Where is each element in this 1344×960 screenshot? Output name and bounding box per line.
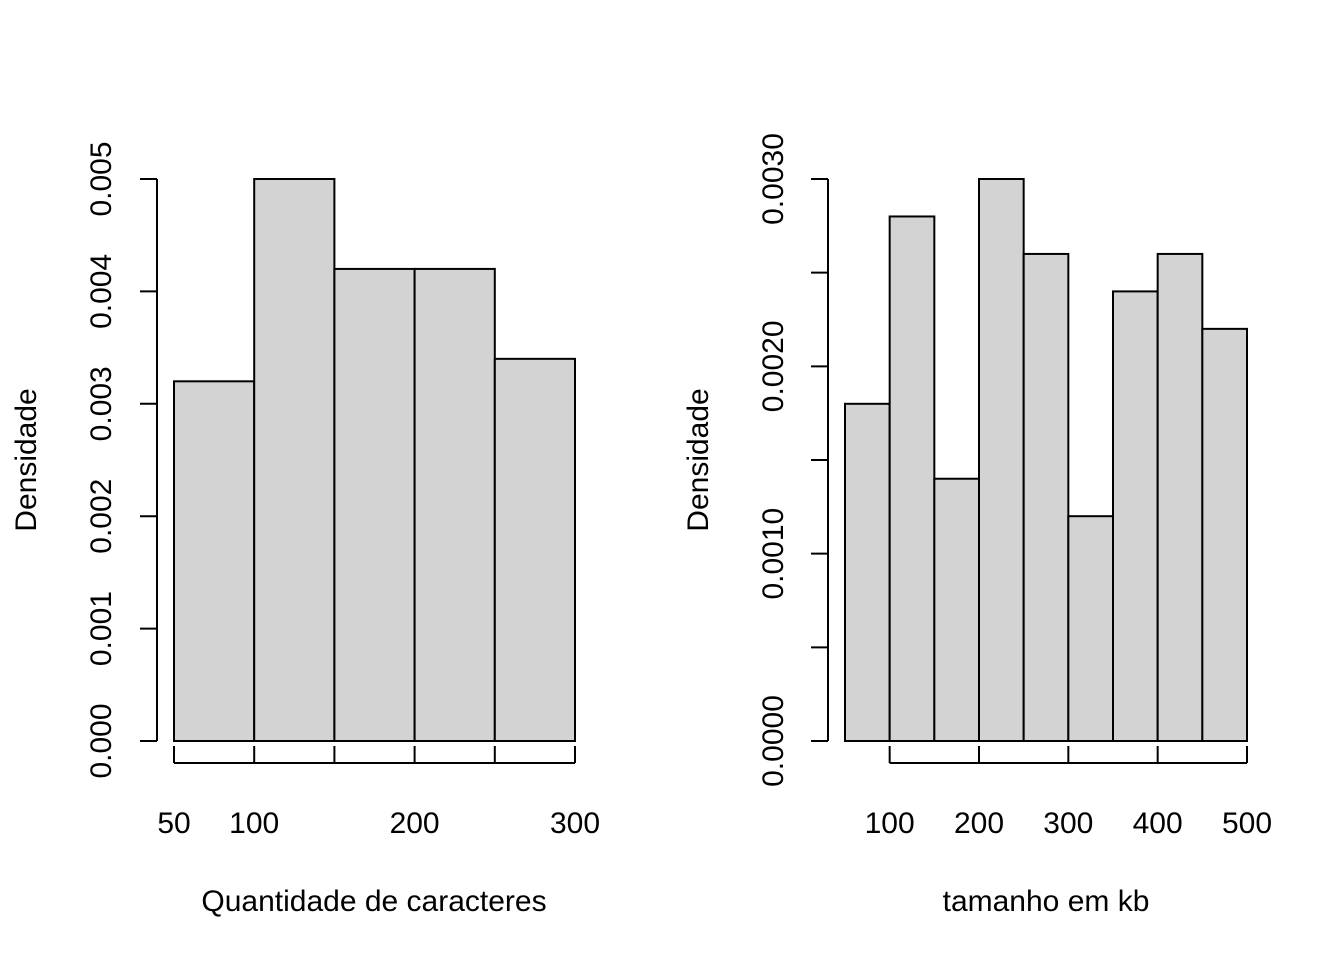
- y-tick-label: 0.001: [85, 591, 118, 666]
- histogram-bar: [978, 178, 1025, 742]
- histogram-bar: [493, 357, 576, 742]
- histogram-bar: [1067, 515, 1115, 743]
- histogram-panel-size-kb: Densidade tamanho em kb 100 200 300 400 500 0…: [682, 133, 1272, 918]
- histogram-panel-characters: Densidade Quantidade de caracteres 50 100…: [10, 141, 600, 918]
- histogram-bar: [1022, 252, 1070, 743]
- y-tick-label: 0.005: [85, 141, 118, 216]
- histogram-bar: [933, 477, 980, 742]
- histogram-bar: [1156, 252, 1204, 743]
- x-tick-label: 100: [865, 807, 915, 840]
- histogram-bar: [888, 215, 936, 742]
- y-tick-label: 0.0000: [757, 695, 790, 787]
- histogram-bar: [413, 267, 496, 742]
- y-tick-label: 0.003: [85, 366, 118, 441]
- x-tick-label: 100: [229, 807, 279, 840]
- histogram-bar: [844, 402, 891, 742]
- histogram-bar: [1201, 327, 1249, 742]
- x-tick-label: 300: [550, 807, 600, 840]
- y-tick-label: 0.000: [85, 703, 118, 778]
- y-tick-label: 0.0010: [757, 508, 790, 600]
- y-tick-label: 0.004: [85, 254, 118, 329]
- y-axis-label: Densidade: [682, 388, 715, 531]
- histogram-bar: [253, 178, 336, 742]
- x-tick-label: 500: [1222, 807, 1272, 840]
- y-tick-label: 0.0030: [757, 133, 790, 225]
- x-tick-label: 200: [390, 807, 440, 840]
- histogram-bar: [1112, 290, 1159, 742]
- histogram-bar: [173, 380, 256, 742]
- histogram-bar: [333, 267, 416, 742]
- y-axis-label: Densidade: [10, 388, 43, 531]
- x-tick-label: 300: [1043, 807, 1093, 840]
- x-axis-label: Quantidade de caracteres: [201, 885, 546, 918]
- x-tick-label: 400: [1133, 807, 1183, 840]
- x-tick-label: 50: [157, 807, 190, 840]
- y-tick-label: 0.0020: [757, 320, 790, 412]
- x-axis-label: tamanho em kb: [943, 885, 1150, 918]
- y-tick-label: 0.002: [85, 479, 118, 554]
- x-tick-label: 200: [954, 807, 1004, 840]
